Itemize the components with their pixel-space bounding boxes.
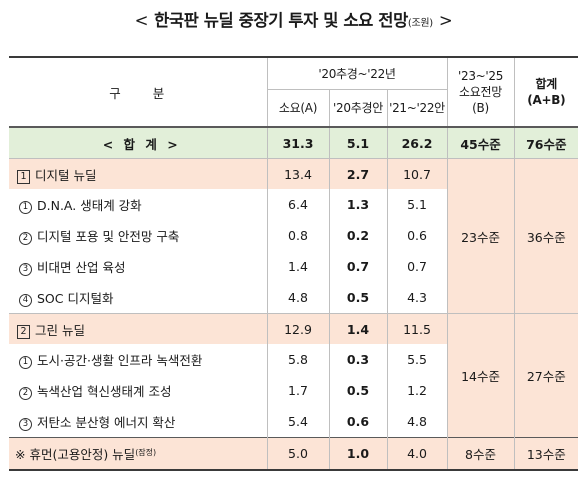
total-row: < 합 계 > 31.3 5.1 26.2 45수준 76수준 xyxy=(9,127,579,159)
header-budget-2020: '20추경안 xyxy=(328,89,387,128)
digital-item-label: 2 디지털 포용 및 안전망 구축 xyxy=(9,220,267,251)
green-item-c: 5.5 xyxy=(386,344,448,375)
green-item-c: 1.2 xyxy=(386,375,448,406)
human-label: ※ 휴먼(고용안정) 뉴딜(잠정) xyxy=(9,437,267,471)
green-item-b: 0.3 xyxy=(328,344,387,375)
green-c: 11.5 xyxy=(386,313,448,344)
total-sum: 76수준 xyxy=(513,127,579,159)
header-required-a: 소요(A) xyxy=(266,89,329,128)
digital-sum: 36수준 xyxy=(513,158,579,314)
total-label: < 합 계 > xyxy=(9,127,267,159)
digital-item-label: 4 SOC 디지털화 xyxy=(9,282,267,314)
category-label-digital: 1 디지털 뉴딜 xyxy=(9,158,267,189)
digital-b: 2.7 xyxy=(328,158,387,189)
table-row: 1 도시·공간·생활 인프라 녹색전환 5.8 0.3 5.5 xyxy=(9,344,578,375)
green-item-label: 3 저탄소 분산형 에너지 확산 xyxy=(9,406,267,438)
digital-item-b: 0.7 xyxy=(328,251,387,282)
human-note: (잠정) xyxy=(135,448,157,457)
table-row: 1 D.N.A. 생태계 강화 6.4 1.3 5.1 xyxy=(9,189,578,220)
header-total: 합계 (A+B) xyxy=(513,56,579,128)
table-row: 4 SOC 디지털화 4.8 0.5 4.3 xyxy=(9,282,578,314)
digital-item-c: 0.6 xyxy=(386,220,448,251)
digital-item-c: 5.1 xyxy=(386,189,448,220)
category-row-digital: 1 디지털 뉴딜 13.4 2.7 10.7 23수준 36수준 xyxy=(9,158,579,314)
green-item-b: 0.5 xyxy=(328,375,387,406)
digital-item-c: 0.7 xyxy=(386,251,448,282)
header-gubun: 구 분 xyxy=(9,56,267,128)
digital-item-a: 0.8 xyxy=(266,220,329,251)
green-a: 12.9 xyxy=(266,313,329,344)
digital-item-label: 3 비대면 산업 육성 xyxy=(9,251,267,282)
green-item-label: 2 녹색산업 혁신생태계 조성 xyxy=(9,375,267,406)
header-forecast-line1: '23~'25 xyxy=(457,69,504,83)
category-label-green: 2 그린 뉴딜 xyxy=(9,313,267,344)
green-item-c: 4.8 xyxy=(386,406,448,438)
human-row: ※ 휴먼(고용안정) 뉴딜(잠정) 5.0 1.0 4.0 8수준 13수준 xyxy=(9,437,579,471)
total-c: 26.2 xyxy=(386,127,448,159)
boxed-number-1: 1 xyxy=(17,169,30,184)
category-row-green: 2 그린 뉴딜 12.9 1.4 11.5 14수준 27수준 xyxy=(9,313,579,438)
table-row: 2 디지털 포용 및 안전망 구축 0.8 0.2 0.6 xyxy=(9,220,578,251)
digital-item-c: 4.3 xyxy=(386,282,448,314)
digital-item-b: 0.5 xyxy=(328,282,387,314)
header-forecast-line2: 소요전망 xyxy=(459,85,503,99)
header-forecast-line3: (B) xyxy=(472,101,489,115)
digital-item-b: 1.3 xyxy=(328,189,387,220)
table-row: 3 저탄소 분산형 에너지 확산 5.4 0.6 4.8 xyxy=(9,406,578,438)
green-item-a: 5.4 xyxy=(266,406,329,438)
header-total-line1: 합계 xyxy=(535,77,558,91)
total-a: 31.3 xyxy=(266,127,329,159)
green-b: 1.4 xyxy=(328,313,387,344)
title-text: 한국판 뉴딜 중장기 투자 및 소요 전망 xyxy=(154,11,408,30)
digital-item-a: 1.4 xyxy=(266,251,329,282)
green-item-a: 5.8 xyxy=(266,344,329,375)
header-budget-2122: '21~'22안 xyxy=(386,89,448,128)
total-b: 5.1 xyxy=(328,127,387,159)
digital-forecast: 23수준 xyxy=(446,158,515,314)
digital-item-a: 4.8 xyxy=(266,282,329,314)
table-row: 2 녹색산업 혁신생태계 조성 1.7 0.5 1.2 xyxy=(9,375,578,406)
header-forecast: '23~'25 소요전망 (B) xyxy=(446,56,515,128)
green-item-label: 1 도시·공간·생활 인프라 녹색전환 xyxy=(9,344,267,375)
digital-a: 13.4 xyxy=(266,158,329,189)
header-total-line2: (A+B) xyxy=(527,93,566,107)
green-item-b: 0.6 xyxy=(328,406,387,438)
human-b: 1.0 xyxy=(328,437,387,471)
investment-table: 구 분 '20추경~'22년 '23~'25 소요전망 (B) 합계 (A+B)… xyxy=(9,56,579,471)
digital-item-b: 0.2 xyxy=(328,220,387,251)
green-item-a: 1.7 xyxy=(266,375,329,406)
header-period-2022: '20추경~'22년 xyxy=(266,56,448,90)
human-c: 4.0 xyxy=(386,437,448,471)
green-sum: 27수준 xyxy=(513,313,579,438)
page-title: < 한국판 뉴딜 중장기 투자 및 소요 전망(조원) > xyxy=(0,6,587,36)
digital-item-label: 1 D.N.A. 생태계 강화 xyxy=(9,189,267,220)
title-open-bracket: < xyxy=(134,11,149,30)
human-a: 5.0 xyxy=(266,437,329,471)
title-close-bracket: > xyxy=(438,11,453,30)
boxed-number-2: 2 xyxy=(17,324,30,339)
total-forecast: 45수준 xyxy=(446,127,515,159)
digital-item-a: 6.4 xyxy=(266,189,329,220)
digital-c: 10.7 xyxy=(386,158,448,189)
human-sum: 13수준 xyxy=(513,437,579,471)
green-forecast: 14수준 xyxy=(446,313,515,438)
table-row: 3 비대면 산업 육성 1.4 0.7 0.7 xyxy=(9,251,578,282)
human-forecast: 8수준 xyxy=(446,437,515,471)
title-unit: (조원) xyxy=(407,18,433,29)
